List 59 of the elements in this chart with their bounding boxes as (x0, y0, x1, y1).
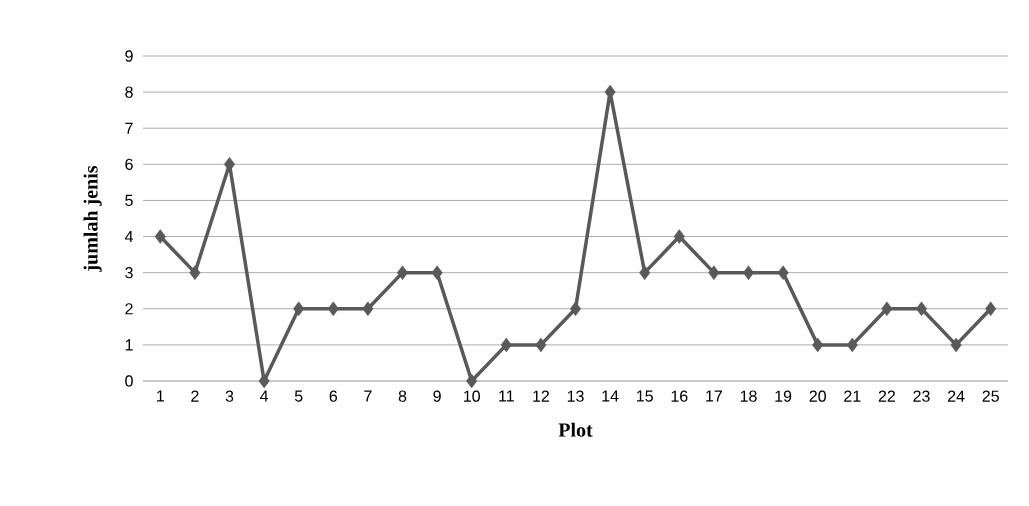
x-tick-label: 19 (775, 390, 792, 402)
y-tick-label: 3 (125, 267, 133, 279)
x-tick-label: 17 (706, 390, 722, 402)
point (881, 301, 893, 317)
x-tick-label: 14 (602, 390, 619, 402)
x-tick-label: 1 (157, 390, 164, 402)
y-tick-label: 1 (125, 339, 133, 351)
y-tick-label: 7 (125, 122, 133, 134)
y-tick-label: 2 (125, 303, 133, 315)
x-tick-label: 21 (844, 390, 861, 402)
y-tick-label: 4 (124, 231, 133, 243)
point (812, 337, 824, 353)
point (708, 265, 720, 280)
point (846, 337, 858, 353)
y-tick-label: 9 (125, 50, 133, 62)
point (673, 229, 685, 244)
x-tick-label: 12 (533, 390, 549, 402)
x-tick-label: 3 (225, 390, 234, 402)
point (293, 301, 305, 317)
x-tick-label: 25 (982, 390, 999, 402)
point (985, 301, 997, 317)
point (431, 265, 443, 280)
point (466, 373, 478, 389)
x-tick-label: 9 (433, 390, 441, 402)
y-axis-title: jumlah jenis (83, 165, 102, 272)
x-tick-label: 5 (294, 390, 303, 402)
point (500, 337, 512, 353)
y-tick-label: 6 (125, 158, 133, 170)
x-tick-label: 16 (671, 390, 688, 402)
x-tick-label: 2 (191, 390, 199, 402)
x-tick-label: 11 (499, 390, 514, 402)
point (777, 265, 789, 280)
x-tick-label: 24 (947, 390, 965, 402)
point (950, 337, 962, 353)
point (743, 265, 754, 280)
point (189, 265, 201, 280)
x-tick-label: 13 (567, 390, 584, 402)
x-tick-label: 7 (364, 390, 372, 402)
x-tick-label: 10 (464, 390, 480, 402)
point (639, 265, 651, 280)
x-tick-label: 18 (740, 390, 757, 402)
y-tick-label: 8 (125, 86, 133, 98)
point (362, 301, 374, 317)
point (258, 373, 270, 389)
x-tick-label: 8 (398, 390, 407, 402)
y-tick-label: 5 (125, 194, 133, 207)
x-tick-label: 22 (878, 390, 895, 402)
point (535, 337, 547, 353)
point (327, 301, 339, 317)
point (397, 265, 409, 280)
x-tick-label: 4 (260, 390, 269, 402)
x-tick-label: 20 (809, 390, 826, 402)
x-tick-label: 6 (329, 390, 338, 402)
y-tick-label: 0 (125, 375, 133, 387)
x-tick-label: 15 (637, 390, 653, 402)
x-tick-label: 23 (913, 390, 930, 402)
point (915, 301, 927, 317)
x-axis-title: Plot (558, 422, 593, 437)
point (154, 229, 166, 244)
